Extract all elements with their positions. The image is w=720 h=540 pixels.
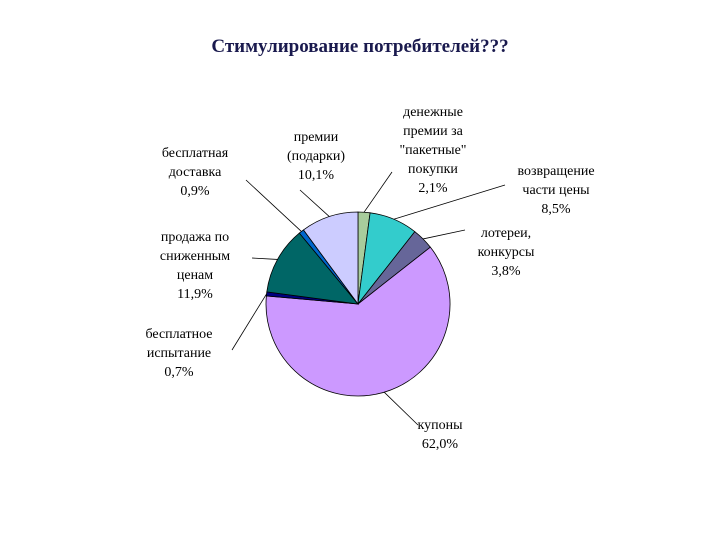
leader-line [363,171,393,213]
leader-line [251,257,278,260]
pie-slice [265,246,451,397]
slice-label: бесплатная доставка 0,9% [161,146,229,199]
slice-label: премии (подарки) 10,1% [286,130,346,183]
slice-label: купоны 62,0% [417,418,463,452]
slice-label: денежные премии за "пакетные" покупки 2,… [399,105,467,196]
leader-line [383,391,419,426]
leader-line [299,189,330,217]
leader-line [422,229,466,240]
slice-label: лотереи, конкурсы 3,8% [477,226,535,279]
slice-label: бесплатное испытание 0,7% [145,327,213,380]
slice-label: возвращение части цены 8,5% [517,164,595,217]
leader-line [245,179,302,232]
chart-title: Стимулирование потребителей??? [211,36,509,57]
leader-line [231,293,267,351]
slice-label: продажа по сниженным ценам 11,9% [159,230,231,302]
pie-slice [266,232,359,305]
leader-line [393,184,506,220]
